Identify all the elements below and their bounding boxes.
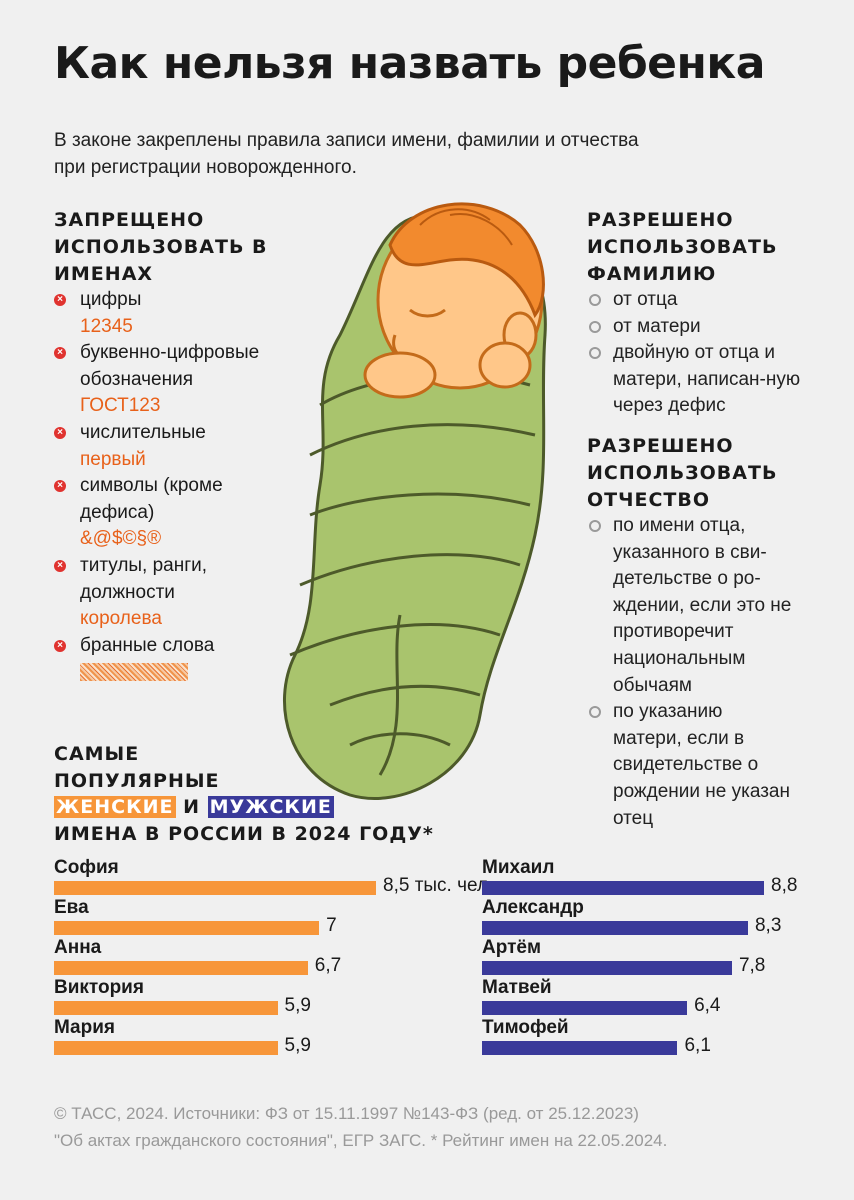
ring-bullet-icon [589,294,601,306]
bar [482,881,764,895]
page-subtitle: В законе закреплены правила записи имени… [54,130,639,178]
x-circle-icon: × [54,347,66,360]
bar-name-label: Михаил [482,857,555,878]
forbidden-example: первый [80,448,146,470]
female-tag: женские [54,796,176,819]
footer-source: © ТАСС, 2024. Источники: ФЗ от 15.11.199… [54,1104,668,1150]
x-circle-icon: × [54,426,66,439]
surname-item: двойную от отца и матери, написан-ную че… [587,340,812,420]
censored-example [80,663,188,682]
bar [54,881,376,895]
bar [54,1001,278,1015]
forbidden-example: ГОСТ123 [80,395,161,417]
forbidden-item-alphanumeric: × буквенно-цифровые обозначения ГОСТ123 [54,340,314,420]
forbidden-item-numerals: × числительные первый [54,420,314,473]
patronymic-list: по имени отца, указанного в сви-детельст… [587,513,792,832]
surname-item: от отца [587,287,817,314]
bar [54,921,320,935]
bar-value-label: 8,8 [771,875,798,896]
bar [54,1041,278,1055]
ring-bullet-icon [589,320,601,333]
bar-value-label: 5,9 [284,1035,311,1056]
bar-value-label: 8,5 тыс. чел. [383,875,494,896]
patronymic-item: по имени отца, указанного в сви-детельст… [587,513,792,699]
forbidden-example: королева [80,608,162,630]
forbidden-heading: Запрещено использовать в именах [54,209,268,285]
surname-heading: Разрешено использовать фамилию [587,209,778,285]
bar-value-label: 6,1 [684,1035,711,1056]
bar-name-label: Ева [54,897,89,918]
surname-item: от матери [587,314,817,341]
page-title: Как нельзя назвать ребенка [54,38,765,89]
x-circle-icon: × [54,480,66,493]
bar-value-label: 6,7 [314,955,342,976]
bar-name-label: Александр [482,897,584,918]
bar [482,921,748,935]
bar-name-label: Виктория [54,977,144,998]
bar-value-label: 7 [326,915,337,936]
bar-name-label: Матвей [482,977,552,998]
bar-name-label: Артём [482,937,542,958]
x-circle-icon: × [54,294,66,306]
popular-names-heading: Самые популярные женские и мужские имена… [54,743,434,845]
bar-value-label: 5,9 [284,995,311,1016]
male-tag: мужские [207,796,334,819]
bar [482,1041,678,1055]
forbidden-list: × цифры 12345 × буквенно-цифровые обозна… [54,287,314,682]
bar-name-label: Мария [54,1017,115,1038]
bar-name-label: Тимофей [482,1017,569,1038]
forbidden-example: 12345 [80,315,133,337]
bar [482,1001,688,1015]
bar-value-label: 6,4 [694,995,721,1016]
surname-list: от отца от матери двойную от отца и мате… [587,287,817,420]
ring-bullet-icon [589,347,601,360]
forbidden-item-swearwords: × бранные слова [54,633,314,682]
x-circle-icon: × [54,639,66,652]
swaddled-baby-illustration [282,202,547,800]
bar-value-label: 8,3 [754,915,782,936]
forbidden-example: &@$©§® [80,528,162,550]
bar-name-label: Анна [54,937,102,958]
ring-bullet-icon [589,706,601,719]
bar [482,961,732,975]
forbidden-item-titles: × титулы, ранги, должности королева [54,553,314,633]
bar-name-label: София [54,857,119,878]
bar-value-label: 7,8 [738,955,766,976]
patronymic-heading: Разрешено использовать отчество [587,435,778,511]
patronymic-item: по указанию матери, если в свидетельстве… [587,699,792,832]
x-circle-icon: × [54,559,66,572]
forbidden-item-symbols: × символы (кроме дефиса) &@$©§® [54,473,314,553]
ring-bullet-icon [589,520,601,532]
forbidden-item-digits: × цифры 12345 [54,287,314,340]
bar [54,961,308,975]
